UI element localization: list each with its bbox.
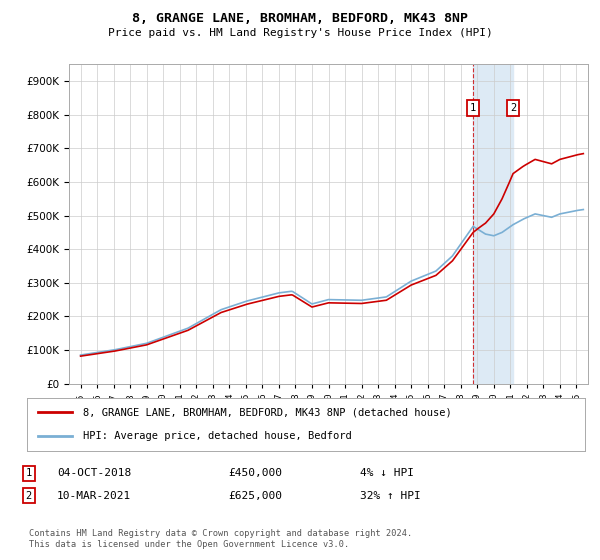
Text: 2: 2 bbox=[26, 491, 32, 501]
Text: 32% ↑ HPI: 32% ↑ HPI bbox=[360, 491, 421, 501]
Text: 8, GRANGE LANE, BROMHAM, BEDFORD, MK43 8NP: 8, GRANGE LANE, BROMHAM, BEDFORD, MK43 8… bbox=[132, 12, 468, 25]
Text: £450,000: £450,000 bbox=[228, 468, 282, 478]
Text: Price paid vs. HM Land Registry's House Price Index (HPI): Price paid vs. HM Land Registry's House … bbox=[107, 28, 493, 38]
Text: 2: 2 bbox=[510, 103, 516, 113]
Text: HPI: Average price, detached house, Bedford: HPI: Average price, detached house, Bedf… bbox=[83, 431, 352, 441]
Text: 1: 1 bbox=[470, 103, 476, 113]
Text: 1: 1 bbox=[26, 468, 32, 478]
Text: £625,000: £625,000 bbox=[228, 491, 282, 501]
Text: 04-OCT-2018: 04-OCT-2018 bbox=[57, 468, 131, 478]
Text: 10-MAR-2021: 10-MAR-2021 bbox=[57, 491, 131, 501]
Bar bbox=[473, 64, 513, 384]
Text: 8, GRANGE LANE, BROMHAM, BEDFORD, MK43 8NP (detached house): 8, GRANGE LANE, BROMHAM, BEDFORD, MK43 8… bbox=[83, 408, 452, 418]
Text: Contains HM Land Registry data © Crown copyright and database right 2024.
This d: Contains HM Land Registry data © Crown c… bbox=[29, 529, 412, 549]
Text: 4% ↓ HPI: 4% ↓ HPI bbox=[360, 468, 414, 478]
